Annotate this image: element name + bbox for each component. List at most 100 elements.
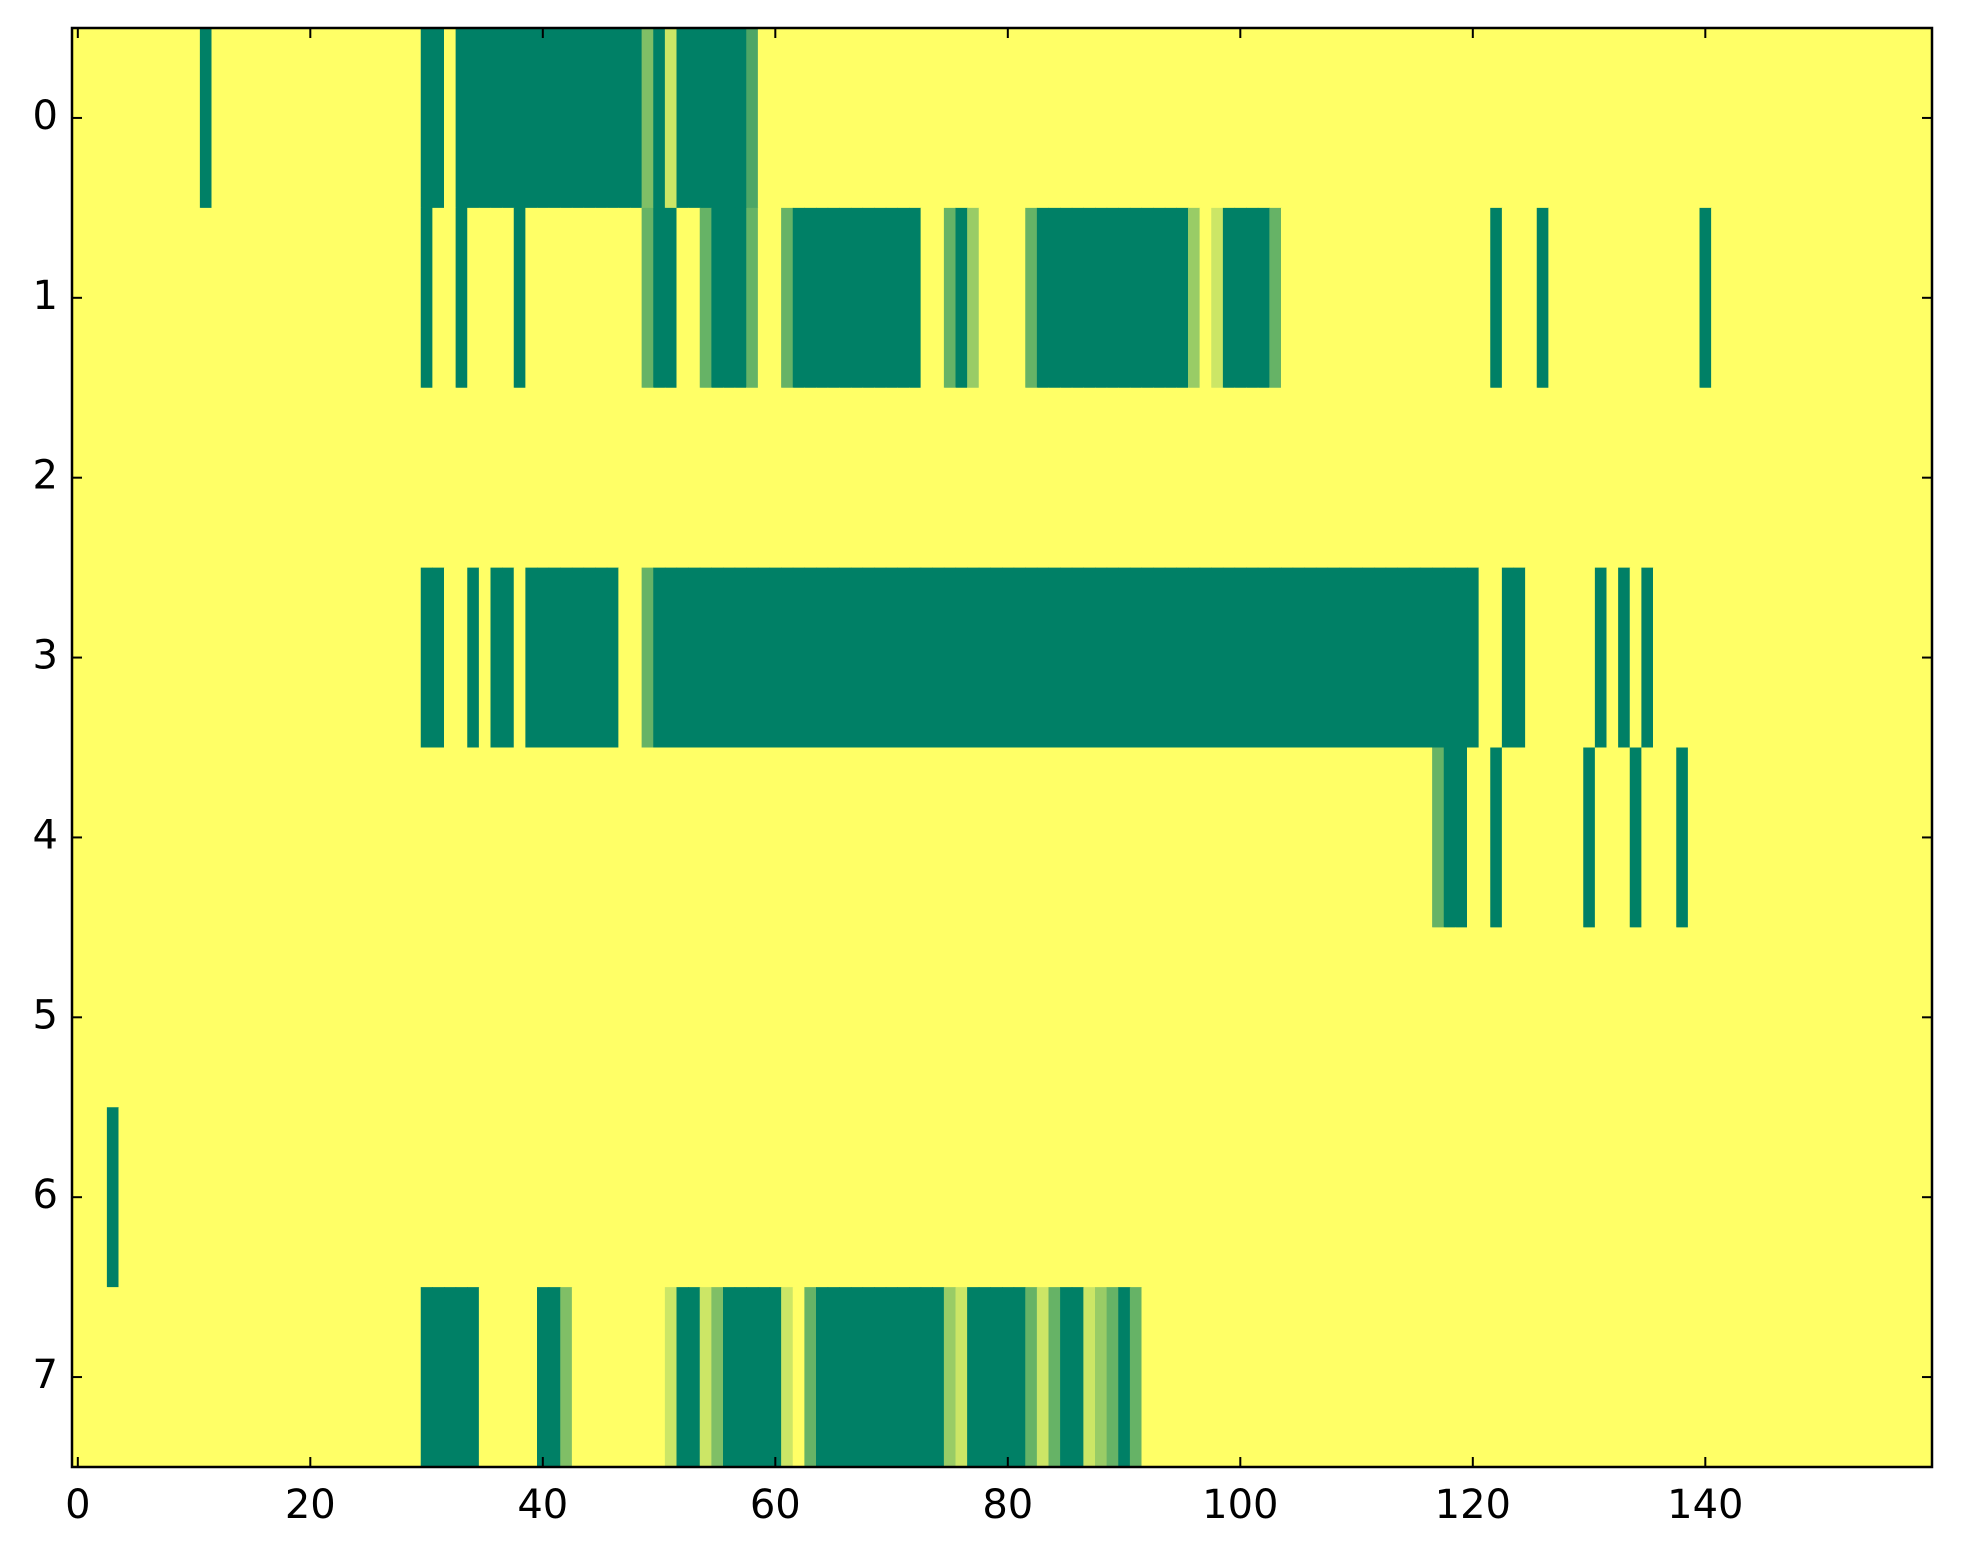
heatmap-cell [1873,387,1887,569]
heatmap-cell [1827,1107,1840,1288]
heatmap-cell [1257,747,1270,928]
heatmap-cell [1699,1287,1712,1468]
heatmap-cell [990,1107,1003,1288]
heatmap-cell [525,207,538,389]
heatmap-cell [595,1287,608,1468]
heatmap-cell [874,1107,887,1288]
heatmap-cell [897,567,910,749]
heatmap-cell [1222,28,1236,209]
heatmap-cell [1153,927,1166,1108]
heatmap-cell [1583,387,1596,569]
heatmap-cell [1711,1287,1724,1468]
heatmap-cell [95,567,108,749]
heatmap-cell [560,1107,573,1288]
heatmap-cell [165,207,178,389]
heatmap-cell [1002,567,1015,749]
heatmap-cell [1118,387,1131,569]
heatmap-cell [1304,1107,1317,1288]
heatmap-cell [467,28,480,209]
heatmap-cell [95,1287,108,1468]
heatmap-cell [118,927,131,1108]
heatmap-cell [1525,567,1538,749]
heatmap-cell [1176,927,1189,1108]
heatmap-cell [862,1107,875,1288]
heatmap-cell [1594,1107,1608,1288]
heatmap-cell [455,567,468,749]
heatmap-cell [1525,387,1538,569]
heatmap-cell [897,207,910,389]
heatmap-cell [351,1287,364,1468]
heatmap-cell [1292,1287,1305,1468]
heatmap-cell [1362,1107,1375,1288]
heatmap-cell [1711,28,1724,209]
heatmap-cell [176,1287,189,1468]
heatmap-cell [1711,927,1724,1108]
heatmap-cell [1269,387,1282,569]
heatmap-cell [316,387,329,569]
heatmap-cell [1257,927,1270,1108]
heatmap-cell [1176,1107,1189,1288]
heatmap-cell [246,1107,259,1288]
heatmap-cell [1780,207,1794,389]
heatmap-cell [1234,927,1247,1108]
heatmap-cell [1129,927,1143,1108]
heatmap-cell [478,1287,492,1468]
heatmap-cell [292,207,306,389]
heatmap-cell [1141,567,1154,749]
heatmap-cell [199,28,213,209]
heatmap-cell [1432,927,1445,1108]
heatmap-cell [664,28,678,209]
heatmap-cell [1513,567,1526,749]
heatmap-cell [1374,207,1387,389]
heatmap-cell [699,927,712,1108]
heatmap-cell [781,567,794,749]
heatmap-cell [560,567,573,749]
heatmap-cell [909,747,922,928]
heatmap-cell [816,28,829,209]
heatmap-cell [455,747,468,928]
heatmap-cell [955,207,968,389]
heatmap-cell [1443,387,1456,569]
heatmap-cell [897,747,910,928]
heatmap-cell [1432,1107,1445,1288]
heatmap-cell [688,207,701,389]
heatmap-cell [165,1287,178,1468]
heatmap-cell [723,927,736,1108]
heatmap-cell [1804,387,1817,569]
heatmap-cell [1804,207,1817,389]
heatmap-cell [1083,1107,1096,1288]
heatmap-cell [897,28,910,209]
heatmap-cell [1420,567,1433,749]
heatmap-cell [548,747,561,928]
heatmap-cell [618,747,631,928]
heatmap-cell [746,567,759,749]
heatmap-cell [664,747,678,928]
heatmap-cell [327,387,340,569]
heatmap-cell [316,1287,329,1468]
heatmap-cell [1188,567,1201,749]
heatmap-cell [1618,1287,1631,1468]
heatmap-cell [362,747,375,928]
heatmap-cell [1315,1287,1329,1468]
heatmap-cell [1467,28,1480,209]
heatmap-cell [502,1107,515,1288]
heatmap-cell [932,567,945,749]
heatmap-cell [1374,387,1387,569]
heatmap-cell [746,1107,759,1288]
heatmap-cell [1292,1107,1305,1288]
heatmap-cell [548,387,561,569]
heatmap-cell [502,747,515,928]
heatmap-cell [246,28,259,209]
heatmap-cell [292,747,306,928]
heatmap-cell [1478,567,1491,749]
heatmap-cell [1722,1287,1735,1468]
heatmap-cell [269,567,282,749]
heatmap-cell [1839,207,1852,389]
heatmap-cell [1618,567,1631,749]
heatmap-cell [1106,1287,1119,1468]
heatmap-cell [897,1107,910,1288]
heatmap-cell [1664,1107,1677,1288]
heatmap-cell [1106,747,1119,928]
heatmap-cell [1908,387,1921,569]
heatmap-cell [1060,567,1073,749]
